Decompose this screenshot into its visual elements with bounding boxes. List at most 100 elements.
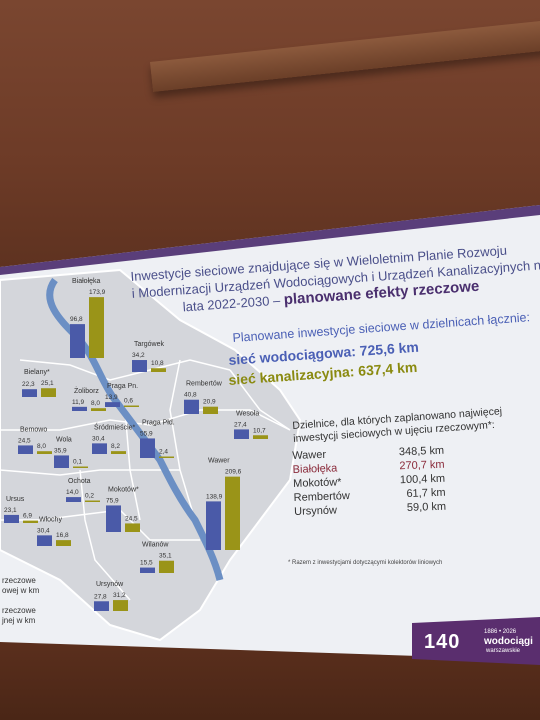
sewer-bar	[113, 600, 128, 611]
sewer-bar	[111, 451, 126, 454]
sewer-bar	[159, 560, 174, 573]
sewer-value-label: 35,1	[159, 553, 172, 560]
district-name-label: Mokotów*	[108, 486, 139, 493]
district-group: Żoliborz 11,9 8,0	[72, 386, 106, 411]
sewer-bar	[91, 408, 106, 411]
district-group: Mokotów* 75,9 24,5	[106, 486, 140, 532]
district-group: Praga Pn. 13,9 0,6	[105, 383, 139, 407]
water-value-label: 15,5	[140, 560, 153, 567]
sewer-value-label: 2,4	[159, 449, 168, 456]
water-bar	[184, 399, 199, 414]
sewer-value-label: 0,6	[124, 398, 133, 405]
water-value-label: 27,8	[94, 593, 107, 600]
district-name-label: Wawer	[208, 458, 230, 465]
district-borders	[0, 359, 291, 601]
district-group: Wesoła 27,4 10,7	[234, 410, 268, 439]
sewer-value-label: 0,1	[73, 459, 82, 466]
district-group: Targówek 34,2 10,8	[132, 341, 166, 372]
water-value-label: 75,9	[106, 497, 119, 504]
water-bar	[54, 455, 69, 468]
water-bar	[18, 445, 33, 454]
district-bars: Białołęka 96,8 173,9 Targówek 34,2 10,8 Bielan…	[4, 278, 268, 611]
district-group: Rembertów 40,8 20,9	[184, 381, 223, 414]
water-value-label: 55,9	[140, 430, 153, 437]
district-name-label: Wola	[56, 436, 72, 443]
sewer-value-label: 20,9	[203, 399, 216, 406]
district-group: Włochy 30,4 16,8	[37, 516, 71, 546]
district-name-label: Ursus	[6, 496, 25, 503]
water-bar	[66, 497, 81, 502]
sewer-bar	[151, 368, 166, 372]
table-row-value: 59,0 km	[406, 500, 447, 515]
water-bar	[92, 443, 107, 454]
water-bar	[37, 535, 52, 546]
district-group: Wola 35,9 0,1	[54, 436, 88, 468]
district-name-label: Bemowo	[20, 426, 47, 433]
water-bar	[94, 601, 109, 611]
district-name-label: Białołęka	[72, 278, 101, 285]
water-bar	[72, 406, 87, 411]
anniversary-number: 140	[424, 631, 461, 653]
sewer-value-label: 209,6	[225, 469, 242, 476]
sewer-value-label: 8,2	[111, 443, 120, 450]
water-value-label: 27,4	[234, 421, 247, 428]
sewer-bar	[56, 540, 71, 546]
legend-sewer-label-b: jnej w km	[2, 616, 36, 625]
district-name-label: Śródmieście*	[94, 422, 136, 431]
water-value-label: 138,9	[206, 493, 223, 500]
district-name-label: Ursynów	[96, 581, 124, 588]
water-bar	[140, 438, 155, 458]
sewer-bar	[37, 451, 52, 454]
water-bar	[106, 505, 121, 532]
sewer-value-label: 25,1	[41, 380, 54, 387]
brand-subname: warszawskie	[486, 648, 521, 654]
sewer-value-label: 6,9	[23, 513, 32, 520]
water-value-label: 11,9	[72, 399, 85, 406]
sewer-value-label: 10,8	[151, 360, 164, 367]
sewer-bar	[73, 466, 88, 468]
footnote: * Razem z inwestycjami dotyczącymi kolek…	[288, 560, 443, 566]
district-group: Białołęka 96,8 173,9	[70, 278, 106, 358]
water-value-label: 22,3	[22, 381, 35, 388]
water-bar	[22, 389, 37, 397]
district-group: Ursynów 27,8 31,2	[94, 581, 128, 611]
water-value-label: 35,9	[54, 447, 67, 454]
district-name-label: Ochota	[68, 478, 91, 485]
water-value-label: 40,8	[184, 392, 197, 399]
legend-water-label-b: owej w km	[2, 586, 40, 595]
district-name-label: Rembertów	[186, 381, 223, 388]
water-value-label: 30,4	[37, 527, 50, 534]
water-bar	[206, 501, 221, 550]
district-group: Ochota 14,0 0,2	[66, 478, 100, 502]
sewer-value-label: 10,7	[253, 427, 266, 434]
water-value-label: 24,5	[18, 437, 31, 444]
sewer-bar	[89, 297, 104, 358]
legend-water-label-a: rzeczowe	[2, 576, 36, 585]
water-value-label: 14,0	[66, 489, 79, 496]
district-table: Wawer 348,5 km Białołęka 270,7 km Mokotów*…	[292, 445, 446, 520]
district-name-label: Praga Płd.	[142, 419, 175, 426]
sewer-value-label: 0,2	[85, 493, 94, 500]
district-group: Bielany* 22,3 25,1	[22, 369, 56, 397]
sewer-bar	[253, 435, 268, 439]
water-value-label: 13,9	[105, 394, 118, 401]
legend-sewer-label-a: rzeczowe	[2, 606, 36, 615]
sewer-value-label: 16,8	[56, 532, 69, 539]
water-bar	[132, 360, 147, 372]
district-name-label: Targówek	[134, 341, 164, 348]
district-name-label: Wesoła	[236, 410, 259, 417]
water-bar	[4, 514, 19, 523]
water-bar	[70, 324, 85, 358]
sewer-bar	[41, 388, 56, 397]
district-name-label: Bielany*	[24, 369, 50, 376]
sewer-bar	[225, 476, 240, 550]
district-group: Ursus 23,1 6,9	[4, 496, 38, 523]
sewer-value-label: 8,0	[37, 443, 46, 450]
anniversary-years: 1886 • 2026	[484, 629, 517, 635]
sewer-bar	[124, 405, 139, 407]
district-group: Bemowo 24,5 8,0	[18, 426, 52, 454]
sewer-value-label: 173,9	[89, 289, 106, 296]
water-bar	[234, 429, 249, 439]
brand-name: wodociągi	[484, 636, 533, 647]
